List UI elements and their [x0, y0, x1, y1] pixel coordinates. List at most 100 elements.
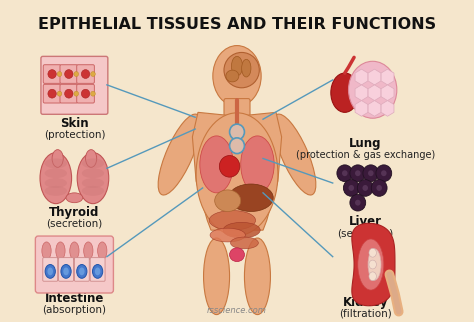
Circle shape: [376, 185, 382, 191]
Ellipse shape: [84, 242, 93, 260]
Ellipse shape: [79, 268, 84, 275]
FancyBboxPatch shape: [43, 258, 58, 281]
Ellipse shape: [337, 165, 353, 182]
Ellipse shape: [215, 190, 241, 212]
Ellipse shape: [226, 70, 239, 82]
Text: EPITHELIAL TISSUES AND THEIR FUNCTIONS: EPITHELIAL TISSUES AND THEIR FUNCTIONS: [38, 17, 436, 32]
Circle shape: [368, 170, 374, 176]
Ellipse shape: [376, 165, 392, 182]
Ellipse shape: [63, 268, 69, 275]
Ellipse shape: [368, 249, 381, 280]
Ellipse shape: [158, 114, 201, 195]
Circle shape: [82, 89, 90, 98]
Ellipse shape: [56, 242, 65, 260]
Ellipse shape: [82, 158, 104, 168]
Circle shape: [74, 71, 79, 77]
Text: (protection): (protection): [44, 130, 105, 140]
Circle shape: [64, 89, 73, 98]
Text: Intestine: Intestine: [45, 292, 104, 305]
Ellipse shape: [210, 228, 246, 242]
Ellipse shape: [331, 73, 359, 112]
Ellipse shape: [230, 237, 258, 249]
Ellipse shape: [273, 114, 316, 195]
Ellipse shape: [70, 242, 79, 260]
FancyBboxPatch shape: [43, 84, 61, 103]
Ellipse shape: [85, 150, 97, 167]
Ellipse shape: [231, 56, 243, 76]
Ellipse shape: [47, 268, 53, 275]
Ellipse shape: [40, 153, 72, 204]
Ellipse shape: [224, 52, 259, 88]
Ellipse shape: [196, 113, 278, 236]
Ellipse shape: [350, 194, 366, 211]
Ellipse shape: [77, 153, 109, 204]
Ellipse shape: [45, 264, 55, 278]
Ellipse shape: [66, 193, 83, 203]
FancyBboxPatch shape: [77, 65, 94, 83]
Text: Kidney: Kidney: [343, 296, 388, 309]
Ellipse shape: [77, 264, 87, 278]
Ellipse shape: [92, 264, 103, 278]
FancyBboxPatch shape: [59, 258, 73, 281]
Ellipse shape: [245, 238, 271, 315]
Ellipse shape: [357, 180, 373, 196]
Ellipse shape: [223, 222, 260, 238]
Circle shape: [381, 170, 387, 176]
Circle shape: [355, 170, 361, 176]
FancyBboxPatch shape: [90, 258, 105, 281]
Circle shape: [57, 91, 62, 96]
Ellipse shape: [350, 165, 366, 182]
Ellipse shape: [45, 158, 67, 168]
FancyBboxPatch shape: [43, 65, 61, 83]
Ellipse shape: [45, 186, 67, 196]
Text: rsscience.com: rsscience.com: [207, 306, 267, 315]
Circle shape: [229, 124, 245, 140]
Ellipse shape: [45, 178, 67, 188]
Ellipse shape: [209, 211, 255, 230]
Text: (absorption): (absorption): [42, 305, 106, 315]
Ellipse shape: [45, 168, 67, 178]
Circle shape: [57, 71, 62, 77]
Ellipse shape: [203, 238, 229, 315]
Text: Thyroid: Thyroid: [49, 206, 100, 219]
Ellipse shape: [42, 242, 51, 260]
Ellipse shape: [369, 272, 376, 281]
Text: Skin: Skin: [60, 117, 89, 130]
Circle shape: [342, 170, 347, 176]
Ellipse shape: [229, 248, 245, 261]
Ellipse shape: [343, 180, 359, 196]
FancyBboxPatch shape: [60, 65, 78, 83]
Text: (filtration): (filtration): [339, 309, 392, 319]
Ellipse shape: [219, 156, 240, 177]
Ellipse shape: [82, 178, 104, 188]
Ellipse shape: [363, 165, 379, 182]
Text: Liver: Liver: [349, 215, 382, 228]
Ellipse shape: [213, 46, 261, 107]
Text: (secretion): (secretion): [337, 228, 393, 238]
Ellipse shape: [358, 239, 384, 290]
FancyBboxPatch shape: [36, 236, 113, 293]
Circle shape: [82, 70, 90, 79]
Ellipse shape: [371, 180, 387, 196]
Ellipse shape: [200, 136, 233, 193]
Circle shape: [48, 89, 56, 98]
Circle shape: [348, 185, 354, 191]
Ellipse shape: [95, 268, 100, 275]
Circle shape: [48, 70, 56, 79]
FancyBboxPatch shape: [60, 84, 78, 103]
Ellipse shape: [241, 136, 274, 193]
Polygon shape: [192, 112, 282, 230]
Ellipse shape: [369, 248, 376, 257]
Polygon shape: [352, 223, 395, 306]
Ellipse shape: [242, 59, 251, 77]
Circle shape: [229, 138, 245, 154]
Circle shape: [355, 200, 361, 206]
Circle shape: [91, 71, 95, 77]
Ellipse shape: [52, 150, 63, 167]
Ellipse shape: [348, 61, 397, 118]
Ellipse shape: [82, 168, 104, 178]
Circle shape: [363, 185, 368, 191]
Ellipse shape: [369, 260, 376, 269]
Text: (protection & gas exchange): (protection & gas exchange): [296, 150, 435, 160]
FancyBboxPatch shape: [77, 84, 94, 103]
